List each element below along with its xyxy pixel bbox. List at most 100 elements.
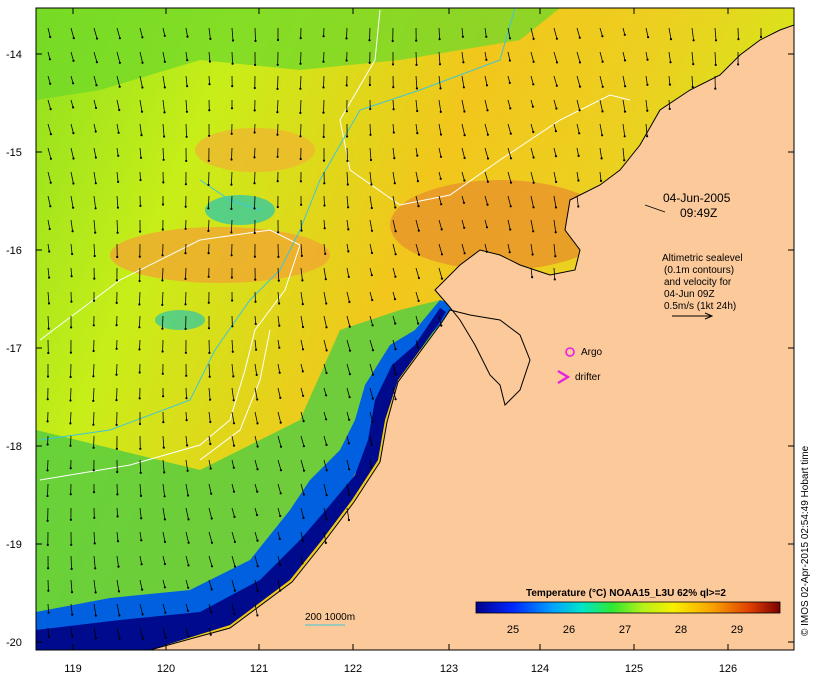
velocity-vector-head	[371, 349, 375, 352]
velocity-vector	[70, 147, 74, 159]
velocity-vector-head	[138, 397, 141, 400]
velocity-vector-head	[207, 275, 210, 278]
velocity-vector	[415, 99, 418, 112]
velocity-vector-head	[254, 278, 257, 281]
velocity-vector-head	[325, 518, 328, 521]
velocity-vector-head	[49, 108, 52, 111]
velocity-vector-head	[72, 157, 75, 160]
velocity-vector-head	[325, 443, 328, 446]
velocity-vector-head	[72, 59, 75, 62]
velocity-vector	[323, 507, 327, 520]
velocity-vector-head	[116, 540, 120, 543]
velocity-vector	[300, 387, 304, 396]
velocity-vector	[70, 123, 74, 134]
velocity-vector-head	[345, 84, 348, 87]
velocity-vector	[185, 507, 189, 520]
velocity-vector-head	[184, 205, 187, 208]
velocity-vector-head	[186, 469, 189, 472]
velocity-vector-head	[209, 467, 212, 470]
velocity-vector-head	[416, 154, 419, 157]
velocity-vector-head	[116, 493, 119, 496]
velocity-vector	[438, 75, 441, 89]
velocity-vector-head	[325, 418, 328, 421]
velocity-vector-head	[138, 303, 141, 306]
velocity-vector	[300, 483, 305, 495]
velocity-vector-head	[415, 87, 418, 90]
velocity-vector-head	[578, 85, 582, 88]
velocity-vector-head	[115, 399, 118, 402]
velocity-vector	[300, 507, 304, 518]
velocity-vector-head	[141, 588, 144, 591]
altimetry-legend: Altimetric sealevel (0.1m contours) and …	[662, 253, 743, 320]
velocity-vector-head	[348, 418, 351, 421]
lat-tick-label: -20	[6, 637, 22, 649]
velocity-vector	[323, 483, 327, 496]
velocity-vector-head	[370, 206, 373, 210]
velocity-vector	[277, 339, 280, 348]
velocity-vector-head	[371, 298, 374, 302]
velocity-vector-head	[161, 303, 164, 306]
velocity-vector	[162, 123, 165, 137]
velocity-vector	[139, 339, 141, 350]
velocity-vector	[277, 99, 279, 113]
velocity-vector	[553, 267, 556, 280]
velocity-vector-head	[233, 515, 236, 519]
velocity-vector-head	[253, 156, 256, 159]
velocity-vector-head	[117, 154, 120, 157]
velocity-vector	[139, 147, 142, 158]
velocity-vector	[622, 75, 626, 87]
velocity-vector	[530, 51, 534, 62]
velocity-vector-head	[555, 180, 558, 184]
velocity-vector	[231, 483, 235, 492]
velocity-vector-head	[440, 253, 444, 256]
velocity-vector-head	[207, 183, 210, 186]
velocity-vector-head	[231, 350, 234, 353]
lon-tick-label: 121	[250, 663, 268, 675]
velocity-vector	[116, 27, 121, 39]
velocity-vector	[231, 171, 233, 185]
velocity-vector-head	[138, 422, 142, 426]
velocity-vector-head	[233, 540, 236, 544]
velocity-vector-head	[417, 253, 421, 256]
velocity-vector-head	[394, 373, 397, 376]
velocity-vector-head	[438, 38, 441, 41]
velocity-vector-head	[256, 490, 259, 493]
velocity-vector-head	[230, 158, 233, 161]
velocity-vector-head	[186, 59, 189, 62]
velocity-vector-head	[210, 492, 213, 495]
velocity-vector-head	[231, 299, 234, 302]
velocity-vector	[484, 51, 487, 60]
velocity-vector-head	[232, 466, 235, 469]
isobath-lines	[39, 8, 516, 441]
velocity-vector	[714, 27, 717, 41]
velocity-vector	[70, 627, 73, 637]
velocity-vector-head	[72, 37, 75, 40]
velocity-vector-head	[509, 181, 513, 184]
velocity-vector-head	[415, 39, 418, 42]
velocity-vector-head	[115, 324, 118, 327]
velocity-vector	[92, 387, 95, 401]
velocity-vector	[346, 291, 350, 303]
velocity-vector	[392, 267, 396, 277]
velocity-vector-head	[348, 300, 351, 304]
velocity-vector	[415, 195, 419, 207]
velocity-vector	[162, 627, 167, 638]
velocity-vector-head	[139, 447, 142, 450]
velocity-vector	[369, 27, 371, 41]
velocity-vector	[70, 411, 72, 424]
velocity-vector	[231, 363, 234, 377]
velocity-vector-head	[601, 85, 604, 88]
velocity-vector	[277, 387, 281, 398]
velocity-vector	[116, 219, 118, 233]
velocity-vector	[576, 195, 579, 207]
velocity-vector	[461, 147, 465, 159]
velocity-vector	[93, 195, 96, 209]
velocity-vector-head	[163, 540, 167, 544]
velocity-vector	[185, 411, 187, 421]
velocity-vector-head	[231, 39, 235, 42]
velocity-vector	[185, 435, 188, 446]
velocity-vector-head	[70, 591, 74, 594]
velocity-vector	[254, 507, 258, 516]
velocity-vector	[208, 603, 212, 613]
velocity-vector-head	[554, 155, 558, 158]
